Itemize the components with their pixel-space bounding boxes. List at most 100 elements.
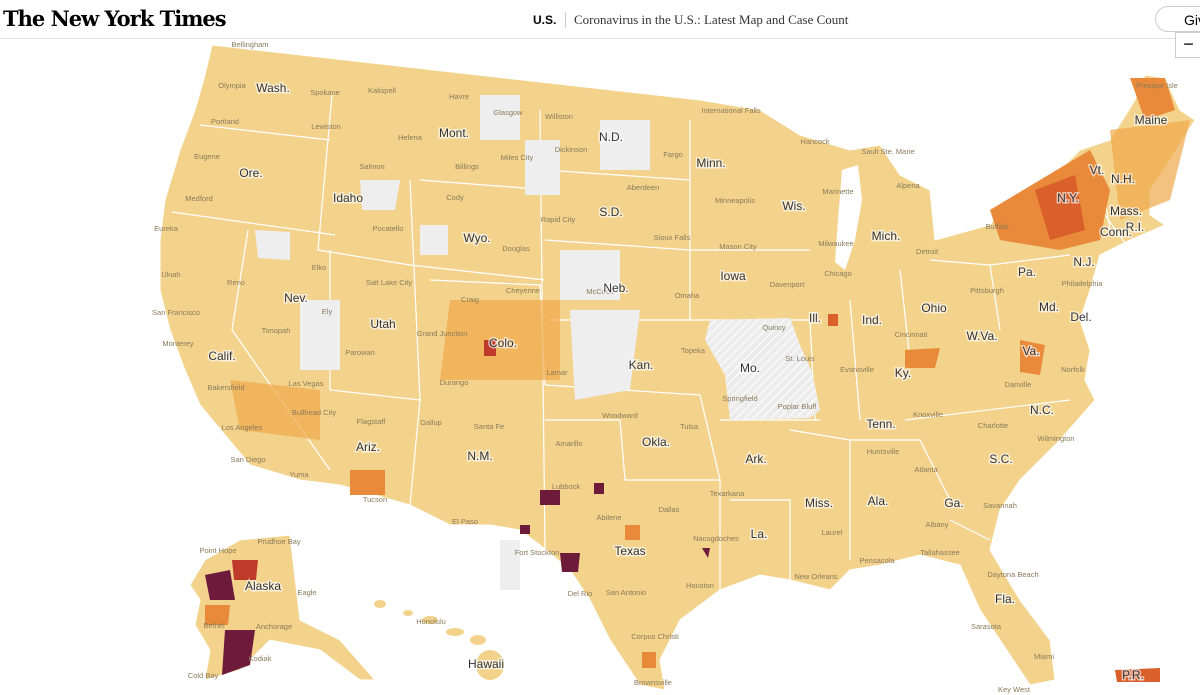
state-label: Ala. xyxy=(868,494,889,508)
state-label: Del. xyxy=(1070,310,1091,324)
give-button[interactable]: Giv xyxy=(1155,6,1200,32)
city-label: Aberdeen xyxy=(627,183,660,192)
city-label: Monterey xyxy=(162,339,194,348)
city-label: Tallahassee xyxy=(920,548,960,557)
city-label: Eagle xyxy=(297,588,316,597)
city-label: Brownsville xyxy=(634,678,672,687)
city-label: Tonopah xyxy=(262,326,291,335)
city-label: Abilene xyxy=(596,513,621,522)
state-label: Conn. xyxy=(1100,225,1132,239)
city-label: Sioux Falls xyxy=(654,233,691,242)
city-label: Milwaukee xyxy=(818,239,853,248)
city-label: New Orleans xyxy=(794,572,838,581)
state-label: Ore. xyxy=(239,166,262,180)
city-label: Rapid City xyxy=(541,215,576,224)
city-label: Cincinnati xyxy=(895,330,928,339)
state-label: Wash. xyxy=(256,81,290,95)
state-label: Ind. xyxy=(862,313,882,327)
state-label: Minn. xyxy=(696,156,725,170)
city-label: Evansville xyxy=(840,365,874,374)
state-label: Mass. xyxy=(1110,204,1142,218)
state-label: Miss. xyxy=(805,496,833,510)
state-label: Mo. xyxy=(740,361,760,375)
city-label: Elko xyxy=(312,263,327,272)
state-label: Ky. xyxy=(895,366,911,380)
city-label: Eugene xyxy=(194,152,220,161)
city-label: Topeka xyxy=(681,346,706,355)
city-label: Ukiah xyxy=(161,270,180,279)
city-label: St. Louis xyxy=(785,354,814,363)
city-label: Grand Junction xyxy=(417,329,468,338)
city-label: Yuma xyxy=(289,470,309,479)
city-label: Gallup xyxy=(420,418,442,427)
city-label: Cheyenne xyxy=(506,286,540,295)
state-label: Utah xyxy=(370,317,395,331)
city-label: San Antonio xyxy=(606,588,646,597)
state-label: Pa. xyxy=(1018,265,1036,279)
city-label: Hancock xyxy=(800,137,829,146)
city-label: Salmon xyxy=(359,162,384,171)
state-label: Fla. xyxy=(995,592,1015,606)
city-label: Detroit xyxy=(916,247,939,256)
city-label: Lubbock xyxy=(552,482,581,491)
labels: Bellingham Olympia Spokane Portland Lewiston… xyxy=(152,40,1178,694)
city-label: McCook xyxy=(586,287,614,296)
state-label: N.D. xyxy=(599,130,623,144)
city-label: Bellingham xyxy=(231,40,268,49)
state-label: N.M. xyxy=(467,449,492,463)
state-label: Texas xyxy=(614,544,645,558)
city-label: Cody xyxy=(446,193,464,202)
state-label: Alaska xyxy=(245,579,281,593)
city-label: Charlotte xyxy=(978,421,1008,430)
state-label: P.R. xyxy=(1122,668,1144,682)
city-label: Eureka xyxy=(154,224,179,233)
city-label: Huntsville xyxy=(867,447,900,456)
city-label: Parowan xyxy=(345,348,375,357)
city-label: Cold Bay xyxy=(188,671,219,680)
state-label: S.D. xyxy=(599,205,622,219)
city-label: Lewiston xyxy=(311,122,341,131)
city-label: Alpena xyxy=(896,181,920,190)
city-label: Olympia xyxy=(218,81,246,90)
city-label: International Falls xyxy=(701,106,760,115)
city-label: Buffalo xyxy=(985,222,1008,231)
city-label: Corpus Christi xyxy=(631,632,679,641)
lower-48 xyxy=(159,44,1196,691)
city-label: Pocatello xyxy=(373,224,404,233)
state-label: Kan. xyxy=(629,358,654,372)
city-label: Fort Stockton xyxy=(515,548,560,557)
city-label: Key West xyxy=(998,685,1031,694)
zoom-out[interactable]: − xyxy=(1175,32,1200,58)
city-label: Dickinson xyxy=(555,145,588,154)
city-label: Durango xyxy=(440,378,469,387)
city-label: Medford xyxy=(185,194,213,203)
state-label: Colo. xyxy=(489,336,517,350)
city-label: Wilmington xyxy=(1037,434,1074,443)
city-label: Craig xyxy=(461,295,479,304)
state-label: Neb. xyxy=(603,281,628,295)
section[interactable]: U.S. xyxy=(533,13,557,27)
city-label: Pensacola xyxy=(859,556,895,565)
state-label: Nev. xyxy=(284,291,308,305)
city-label: El Paso xyxy=(452,517,478,526)
state-label: Wyo. xyxy=(463,231,490,245)
city-label: Sarasota xyxy=(971,622,1002,631)
state-label: Maine xyxy=(1135,113,1168,127)
state-label: Wis. xyxy=(782,199,805,213)
us-outline xyxy=(159,44,1196,691)
city-label: Omaha xyxy=(675,291,700,300)
city-label: Flagstaff xyxy=(357,417,387,426)
city-label: Billings xyxy=(455,162,479,171)
city-label: Mason City xyxy=(719,242,757,251)
missouri xyxy=(705,318,820,420)
city-label: San Diego xyxy=(230,455,265,464)
city-label: Presque Isle xyxy=(1136,81,1178,90)
city-label: Knoxville xyxy=(913,410,943,419)
logo[interactable]: The New York Times xyxy=(3,6,227,31)
headline: Coronavirus in the U.S.: Latest Map and … xyxy=(565,12,848,28)
city-label: Miles City xyxy=(501,153,534,162)
state-label: Mich. xyxy=(872,229,901,243)
state-label: S.C. xyxy=(989,452,1012,466)
city-label: Sault Ste. Marie xyxy=(861,147,914,156)
